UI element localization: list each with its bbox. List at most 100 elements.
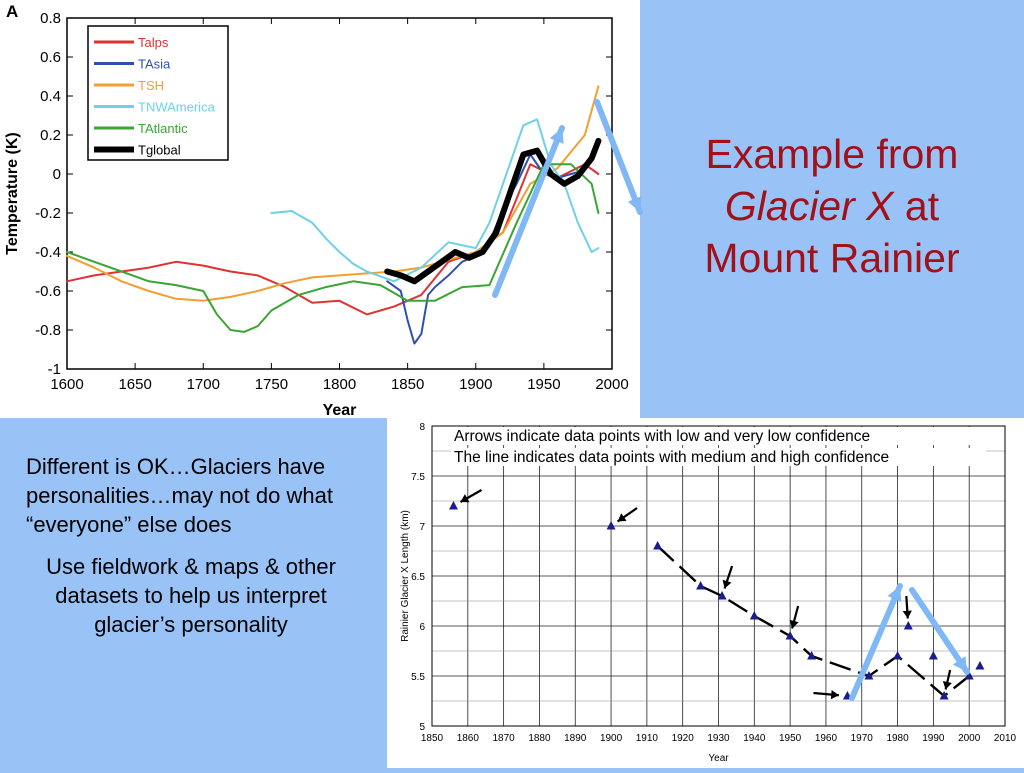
panel-label: A [6,2,18,21]
x-tick-label: 1980 [886,733,909,744]
y-tick-label: 5.5 [411,672,425,683]
legend-entry: TSH [138,78,164,93]
y-tick-label: -0.6 [35,283,61,300]
x-tick-label: 1890 [564,733,587,744]
legend-entry: Talps [138,35,169,50]
data-point [928,651,938,660]
x-tick-label: 2000 [595,376,628,393]
series-line-tnwamerica [270,118,600,283]
x-tick-label: 1990 [922,733,945,744]
confidence-line [656,545,981,698]
low-confidence-arrowhead [617,513,627,522]
data-point [448,501,458,510]
legend-entry: Tglobal [138,143,181,158]
data-point [964,671,974,680]
title-line-1: Example from [705,131,959,177]
x-tick-label: 1970 [851,733,874,744]
x-tick-label: 1950 [779,733,802,744]
data-point [749,611,759,620]
x-tick-label: 1960 [815,733,838,744]
x-tick-label: 1910 [636,733,659,744]
data-point [807,651,817,660]
title-line-2: Glacier X at [652,180,1012,232]
legend-entry: TAsia [138,57,171,72]
data-point [696,581,706,590]
slide-title: Example from Glacier X at Mount Rainier [652,128,1012,284]
x-axis-label: Year [708,753,729,764]
low-confidence-arrowhead [902,610,912,619]
x-tick-label: 1800 [323,376,356,393]
title-glacier-name: Glacier X [724,183,894,229]
glacier-length-chart: 1850 1860 1870 1880 1890 1900 1910 1920 1930 1940… [400,422,1017,764]
x-tick-label: 2010 [994,733,1017,744]
x-tick-label: 1870 [493,733,516,744]
annotation-line: The line indicates data points with medi… [454,449,889,466]
annotation-bg [451,448,986,466]
x-tick-label: 1700 [187,376,220,393]
x-axis-label: Year [323,402,357,418]
x-tick-label: 1850 [421,733,444,744]
paragraph-personalities: Different is OK…Glaciers have personalit… [26,454,333,537]
y-axis-label: Temperature (K) [4,132,21,254]
legend: Talps TAsia TSH TNWAmerica TAtlantic Tglobal [87,25,229,161]
low-confidence-arrowhead [942,680,952,690]
series-line-tatlantic [66,163,600,333]
legend-box [87,25,229,161]
y-tick-label: -0.8 [35,322,61,339]
y-axis-label: Rainier Glacier X Length (km) [400,510,411,642]
x-tick-label: 2000 [958,733,981,744]
legend-entry: TNWAmerica [138,100,216,115]
title-line-3: Mount Rainier [704,235,960,281]
data-point [893,651,903,660]
x-tick-label: 1600 [50,376,83,393]
data-point [717,591,727,600]
data-point [975,661,985,670]
y-tick-label: 8 [419,422,425,433]
low-confidence-arrowhead [789,619,799,629]
data-point [842,691,852,700]
y-tick-label: -0.2 [35,205,61,222]
y-tick-label: 0.6 [40,49,61,66]
body-text: Different is OK…Glaciers have personalit… [26,452,356,652]
x-tick-label: 1880 [528,733,551,744]
plot-frame [431,425,1006,727]
y-tick-label: 7 [419,522,425,533]
y-tick-label: -1 [48,361,61,378]
title-at: at [893,183,940,229]
temperature-chart-panel: 1600 1650 1700 1750 1800 1850 1900 1950 2000 -1 -0… [0,0,640,419]
data-point [939,691,949,700]
data-point [785,631,795,640]
y-tick-label: -0.4 [35,244,61,261]
annotation-arrows: Arrows indicate data points with low and… [454,428,870,445]
x-tick-label: 1900 [600,733,623,744]
x-tick-label: 1950 [527,376,560,393]
temperature-chart: 1600 1650 1700 1750 1800 1850 1900 1950 2000 -1 -0… [4,2,629,419]
x-tick-label: 1900 [459,376,492,393]
y-tick-label: 6.5 [411,572,425,583]
y-tick-label: 0.4 [40,88,61,105]
annotation-bg [451,427,986,445]
data-point [653,541,663,550]
x-tick-label: 1940 [743,733,766,744]
y-tick-label: 7.5 [411,472,425,483]
x-tick-label: 1850 [391,376,424,393]
low-confidence-arrowhead [722,579,732,589]
y-tick-label: 0.8 [40,10,61,27]
glacier-length-chart-panel: 1850 1860 1870 1880 1890 1900 1910 1920 1930 1940… [387,418,1024,768]
paragraph-fieldwork: Use fieldwork & maps & other datasets to… [46,554,336,637]
x-tick-label: 1920 [672,733,695,744]
y-tick-label: 0.2 [40,127,61,144]
low-confidence-arrowhead [460,494,470,503]
series-line-talps [66,163,600,316]
x-tick-label: 1650 [118,376,151,393]
y-tick-label: 6 [419,622,425,633]
legend-entry: TAtlantic [138,121,188,136]
data-point [606,521,616,530]
y-tick-label: 0 [53,166,61,183]
data-point [903,621,913,630]
low-confidence-arrowhead [830,689,839,700]
y-tick-label: 5 [419,722,425,733]
x-tick-label: 1750 [255,376,288,393]
x-tick-label: 1860 [457,733,480,744]
